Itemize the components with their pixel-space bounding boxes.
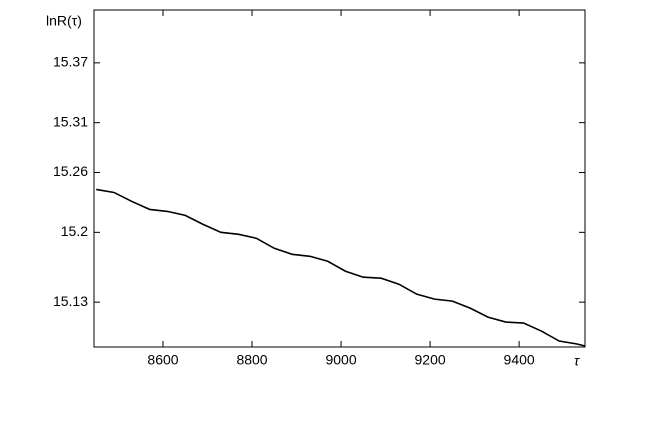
x-tick-label: 9400 [504,352,535,368]
x-axis-label: τ [574,353,580,369]
y-tick-label: 15.37 [53,54,88,70]
x-tick-label: 8600 [147,352,178,368]
y-axis-label: lnR(τ) [46,13,82,29]
y-tick-label: 15.13 [53,293,88,309]
y-tick-label: 15.31 [53,113,88,129]
x-tick-label: 9200 [415,352,446,368]
y-tick-label: 15.2 [61,223,88,239]
x-tick-label: 8800 [236,352,267,368]
data-line [96,188,586,347]
plot-frame [93,9,586,348]
y-tick-label: 15.26 [53,163,88,179]
x-tick-label: 9000 [325,352,356,368]
